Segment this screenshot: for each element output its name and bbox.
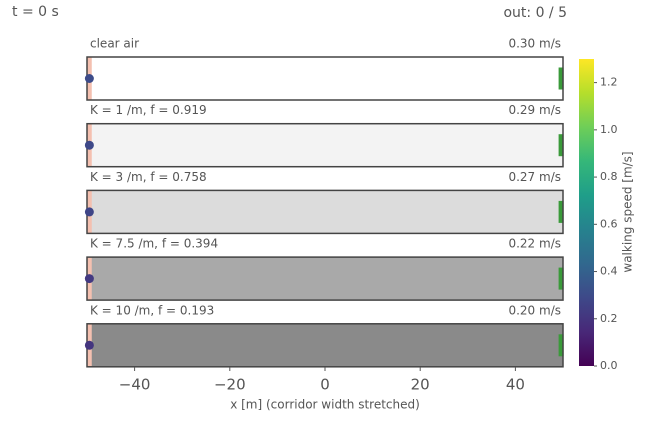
- corridor-background: [87, 123, 563, 167]
- walker: [84, 74, 94, 83]
- x-tick-label: −40: [119, 376, 151, 394]
- x-tick-label: 40: [506, 376, 525, 394]
- exit-marker: [558, 134, 564, 157]
- corridor-background: [87, 257, 563, 301]
- colorbar-tick-label: 1.0: [600, 123, 618, 136]
- speed-label: 0.30 m/s: [508, 37, 561, 51]
- panel-label: K = 3 /m, f = 0.758: [90, 170, 207, 184]
- colorbar-tick-label: 0.2: [600, 312, 618, 325]
- exit-marker: [558, 267, 564, 290]
- speed-label: 0.20 m/s: [508, 303, 561, 317]
- x-axis-label: x [m] (corridor width stretched): [230, 398, 420, 412]
- speed-label: 0.27 m/s: [508, 170, 561, 184]
- walker: [84, 274, 94, 284]
- walker: [84, 340, 94, 350]
- speed-label: 0.29 m/s: [508, 103, 561, 117]
- walker: [84, 207, 94, 217]
- x-tick-label: 0: [320, 376, 330, 394]
- colorbar-tick-label: 0.6: [600, 217, 618, 230]
- colorbar-tick-label: 0.4: [600, 265, 618, 278]
- speed-label: 0.22 m/s: [508, 237, 561, 251]
- colorbar: [579, 59, 594, 366]
- panel-label: K = 1 /m, f = 0.919: [90, 103, 207, 117]
- corridor-background: [87, 57, 563, 100]
- colorbar-tick-label: 0.0: [600, 359, 618, 372]
- panel-label: clear air: [90, 37, 139, 51]
- panel-label: K = 10 /m, f = 0.193: [90, 303, 214, 317]
- out-label: out: 0 / 5: [503, 5, 567, 21]
- x-tick-label: 20: [411, 376, 430, 394]
- x-tick-label: −20: [214, 376, 246, 394]
- panel-label: K = 7.5 /m, f = 0.394: [90, 237, 218, 251]
- exit-marker: [558, 334, 564, 357]
- time-label: t = 0 s: [12, 4, 59, 20]
- colorbar-tick-label: 0.8: [600, 170, 618, 183]
- corridor-background: [87, 323, 563, 367]
- corridor-background: [87, 190, 563, 234]
- walker: [84, 140, 94, 150]
- colorbar-label: walking speed [m/s]: [621, 151, 635, 272]
- colorbar-tick-label: 1.2: [600, 76, 618, 89]
- exit-marker: [558, 200, 564, 223]
- exit-marker: [558, 67, 564, 90]
